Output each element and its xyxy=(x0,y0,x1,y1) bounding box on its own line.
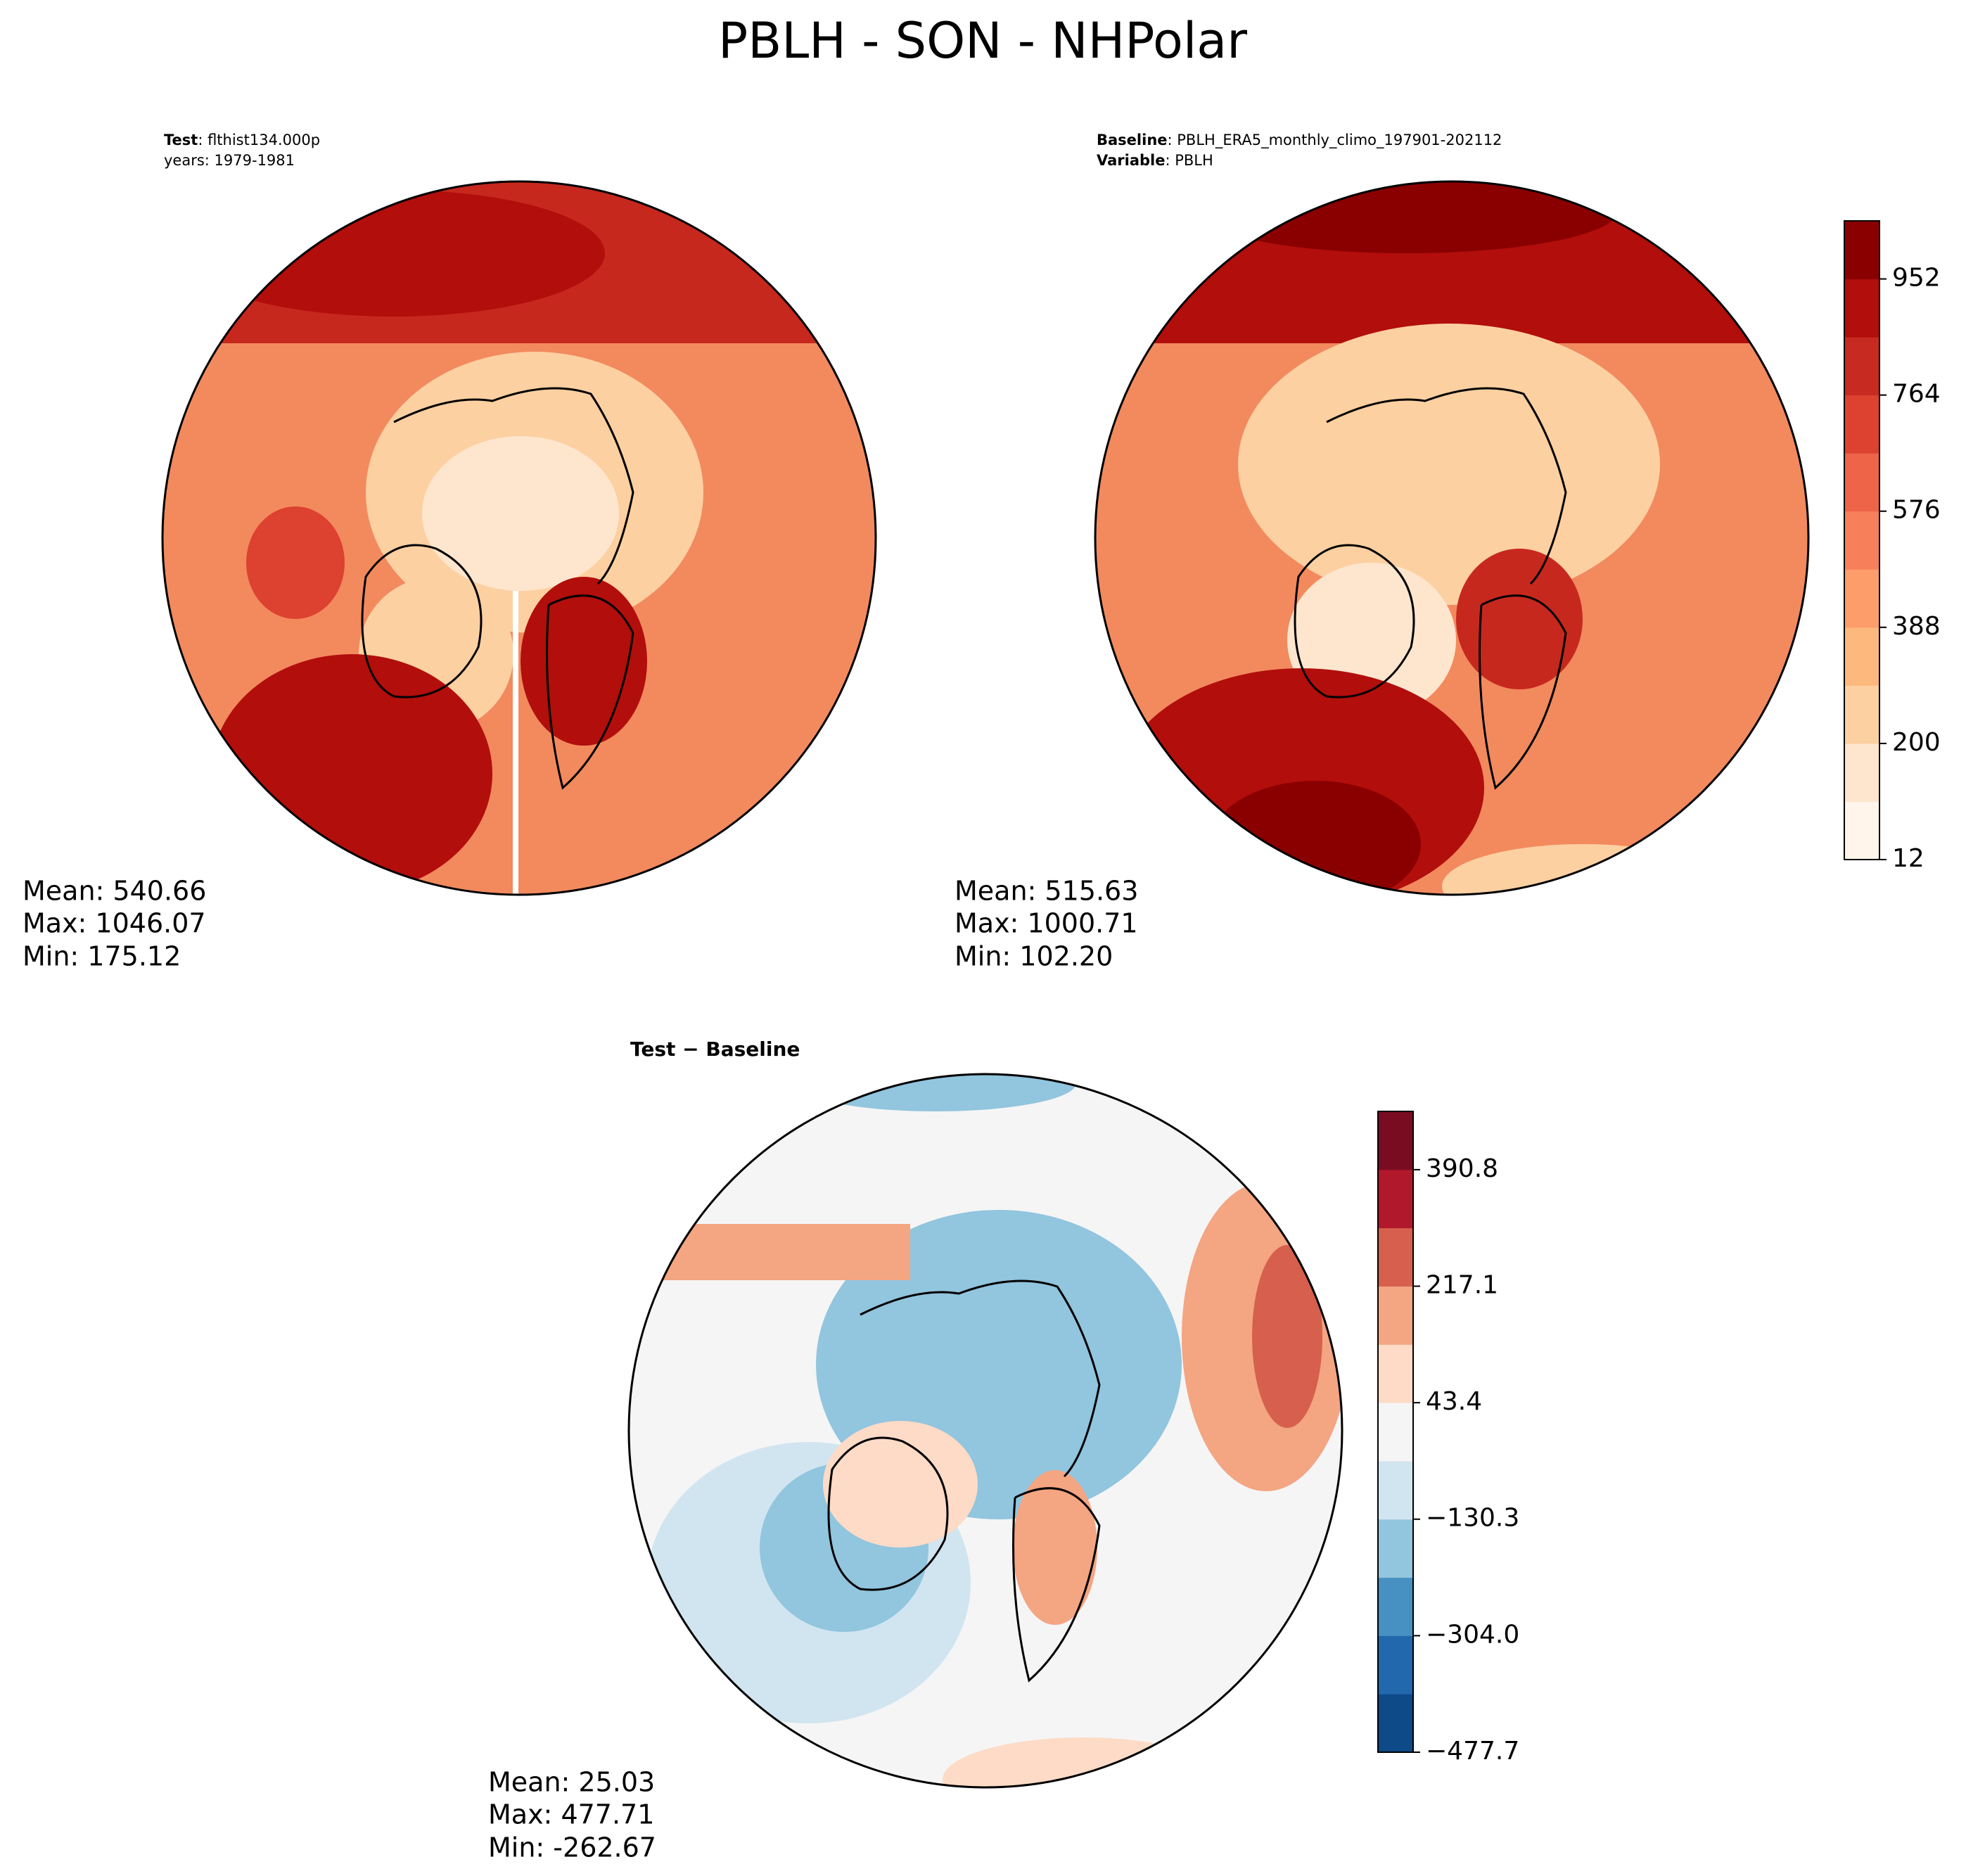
map-boundary xyxy=(1094,180,1810,896)
colorbar-band xyxy=(1378,1111,1413,1170)
colorbar-band xyxy=(1844,569,1879,628)
colorbar-frame xyxy=(1844,220,1880,860)
map-difference xyxy=(629,1074,1342,1787)
panel-header: Test: flthist134.000p xyxy=(164,132,320,148)
colorbar-tick-label: −477.7 xyxy=(1426,1737,1519,1766)
colorbar-tick-label: 388 xyxy=(1892,612,1941,641)
stat: Min: -262.67 xyxy=(488,1832,656,1863)
stat: Max: 1000.71 xyxy=(955,908,1138,939)
figure-title: PBLH - SON - NHPolar xyxy=(718,12,1247,70)
header-key: Variable xyxy=(1097,152,1165,169)
header-text: : flthist134.000p xyxy=(198,132,320,148)
header-text: : PBLH xyxy=(1165,152,1213,169)
coastline xyxy=(361,387,634,790)
stat: Mean: 25.03 xyxy=(488,1767,655,1798)
colorbar-tick-label: 43.4 xyxy=(1426,1387,1482,1416)
colorbar-band xyxy=(1844,801,1879,860)
panel-header: Baseline: PBLH_ERA5_monthly_climo_197901… xyxy=(1097,132,1502,149)
colorbar-band xyxy=(1378,1635,1413,1695)
stat: Max: 477.71 xyxy=(488,1799,654,1830)
stat: Min: 102.20 xyxy=(955,941,1113,972)
colorbar-tick-label: −130.3 xyxy=(1426,1504,1519,1533)
map-baseline xyxy=(1095,181,1808,895)
colorbar-tick-label: 200 xyxy=(1892,728,1941,757)
colorbar-band xyxy=(1844,279,1879,338)
stat: Max: 1046.07 xyxy=(23,908,206,939)
colorbar-tick-label: 12 xyxy=(1892,844,1924,873)
colorbar-frame xyxy=(1377,1111,1414,1753)
colorbar-band xyxy=(1844,743,1879,802)
colorbar-band xyxy=(1378,1169,1413,1229)
colorbar-band xyxy=(1378,1460,1413,1520)
colorbar-band xyxy=(1378,1403,1413,1462)
colorbar-band xyxy=(1378,1344,1413,1403)
colorbar-tick-label: 952 xyxy=(1892,264,1941,293)
colorbar-band xyxy=(1378,1286,1413,1345)
stat: Min: 175.12 xyxy=(23,941,181,972)
header-key: Baseline xyxy=(1097,132,1168,148)
colorbar-tick-label: 576 xyxy=(1892,496,1941,525)
colorbar-band xyxy=(1378,1694,1413,1753)
stats: Mean: 540.66 Max: 1046.07 Min: 175.12 Me… xyxy=(23,876,1138,1863)
colorbar-tick-label: 764 xyxy=(1892,380,1941,409)
colorbar-tick-label: −304.0 xyxy=(1426,1620,1519,1649)
colorbar-band xyxy=(1844,395,1879,454)
colorbar-band xyxy=(1844,685,1879,744)
header-key: Test xyxy=(164,132,198,148)
colorbar-band xyxy=(1844,453,1879,512)
colorbar-band xyxy=(1378,1227,1413,1287)
colorbar-band xyxy=(1844,627,1879,686)
panel-header: years: 1979-1981 xyxy=(164,152,295,169)
map-boundary xyxy=(627,1073,1343,1789)
colorbar-band xyxy=(1378,1577,1413,1636)
map-boundary xyxy=(161,180,877,896)
header-text: : PBLH_ERA5_monthly_climo_197901-202112 xyxy=(1168,132,1502,149)
colorbar-band xyxy=(1844,337,1879,396)
stat: Mean: 515.63 xyxy=(955,876,1138,907)
colorbar-band xyxy=(1378,1519,1413,1578)
colorbar-band xyxy=(1844,221,1879,280)
colorbar-tick-label: 217.1 xyxy=(1426,1270,1498,1299)
colorbar-tick-label: 390.8 xyxy=(1426,1154,1498,1183)
coastline xyxy=(827,1280,1101,1683)
panel-header: Test − Baseline xyxy=(630,1038,800,1061)
colorbar-band xyxy=(1844,511,1879,570)
stat: Mean: 540.66 xyxy=(23,876,206,907)
panel-header: Variable: PBLH xyxy=(1097,152,1213,169)
coastline xyxy=(1294,387,1567,790)
